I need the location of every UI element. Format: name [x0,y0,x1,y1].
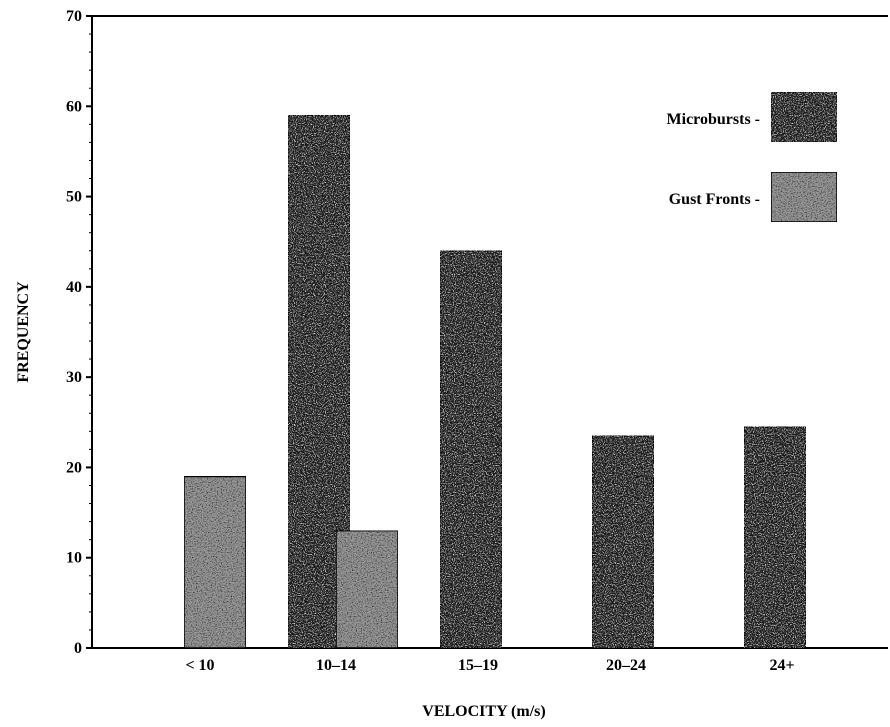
legend-label-microbursts: Microbursts - [667,111,760,128]
x-axis-tick-labels: < 10 10–14 15–19 20–24 24+ [185,657,794,674]
bar-gust-fronts [183,475,247,649]
x-tick-label: 20–24 [606,657,646,674]
bar-microbursts [439,249,503,649]
bars-group [183,114,807,649]
legend: Microbursts - Gust Fronts - [667,91,838,223]
y-tick-label: 20 [66,459,82,476]
bar-microbursts [591,435,655,649]
x-tick-label: 24+ [769,657,794,674]
x-tick-label: 10–14 [316,657,356,674]
bar-microbursts [743,426,807,649]
x-tick-label: < 10 [185,657,214,674]
y-tick-label: 50 [66,189,82,206]
legend-swatch-microbursts [770,91,838,143]
y-axis-title: FREQUENCY [15,281,32,383]
y-tick-label: 0 [74,640,82,657]
legend-swatch-gust-fronts [770,171,838,223]
legend-label-gust-fronts: Gust Fronts - [669,191,760,208]
y-tick-label: 30 [66,369,82,386]
y-tick-label: 10 [66,550,82,567]
y-tick-label: 60 [66,98,82,115]
y-tick-label: 40 [66,279,82,296]
y-axis-ticks: 0 10 20 30 40 50 60 70 [66,8,92,657]
x-axis-title: VELOCITY (m/s) [422,703,545,720]
y-tick-label: 70 [66,8,82,25]
x-tick-label: 15–19 [458,657,498,674]
bar-gust-fronts [335,529,399,649]
